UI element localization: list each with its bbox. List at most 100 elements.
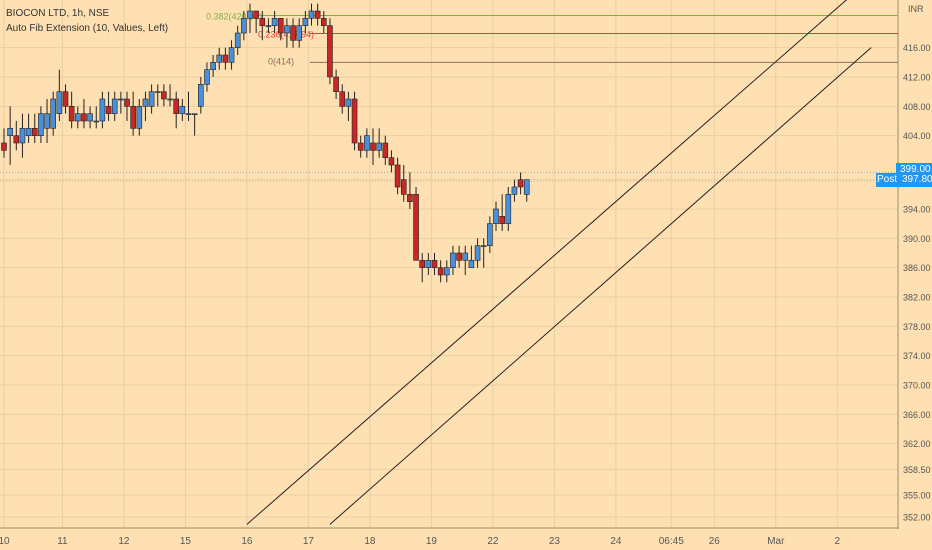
- candle-up: [523, 179, 530, 195]
- candle-up: [376, 142, 382, 151]
- price-tick-label: 352.00: [903, 513, 931, 523]
- candle-down: [31, 128, 38, 136]
- candle-down: [13, 135, 20, 144]
- candle-down: [382, 142, 389, 158]
- candle-up: [345, 98, 352, 107]
- candle-down: [161, 91, 167, 100]
- candle-up: [179, 106, 186, 114]
- candle-up: [265, 25, 272, 27]
- candle-up: [93, 120, 100, 123]
- candle-up: [364, 135, 370, 151]
- candle-up: [198, 84, 204, 107]
- candle-up: [118, 98, 124, 101]
- time-tick-label: 19: [426, 536, 438, 547]
- candle-down: [413, 194, 419, 261]
- candle-up: [25, 128, 32, 136]
- price-tick-label: 386.00: [903, 263, 931, 273]
- candle-down: [370, 142, 376, 151]
- candle-up: [7, 128, 13, 136]
- time-tick-label: 06:45: [659, 536, 684, 547]
- candle-up: [296, 25, 303, 41]
- candle-down: [124, 98, 130, 107]
- candle-up: [271, 18, 278, 26]
- candle-up: [480, 245, 487, 247]
- candle-down: [407, 194, 413, 202]
- candle-down: [68, 106, 75, 122]
- candle-up: [308, 10, 315, 19]
- candle-up: [216, 54, 223, 63]
- candle-down: [253, 10, 259, 19]
- candle-down: [437, 267, 444, 276]
- candle-down: [1, 142, 7, 151]
- candle-up: [87, 113, 93, 122]
- chart-legend: BIOCON LTD, 1h, NSE Auto Fib Extension (…: [6, 6, 168, 36]
- candle-up: [154, 91, 161, 93]
- candle-up: [204, 69, 210, 85]
- candle-up: [443, 267, 450, 276]
- channel-trendline: [246, 0, 848, 525]
- candle-up: [247, 10, 253, 19]
- candle-up: [50, 98, 57, 129]
- candle-up: [425, 260, 432, 268]
- candle-up: [284, 25, 290, 34]
- candle-up: [111, 98, 118, 114]
- candle-up: [210, 62, 216, 70]
- price-tick-label: 374.00: [903, 351, 931, 361]
- candle-up: [136, 106, 143, 129]
- candle-down: [339, 91, 346, 107]
- candle-up: [487, 223, 493, 246]
- candle-up: [142, 98, 149, 107]
- fib-level-label: 0(414): [268, 56, 294, 66]
- candle-up: [167, 98, 173, 101]
- channel-trendline: [329, 47, 872, 525]
- candle-up: [75, 113, 81, 122]
- time-tick-label: 16: [241, 536, 253, 547]
- candle-down: [277, 18, 284, 34]
- price-tick-label: 362.00: [903, 439, 931, 449]
- post-label-badge: Post: [876, 173, 898, 187]
- price-tick-label: 355.00: [903, 491, 931, 501]
- time-tick-label: 12: [118, 536, 130, 547]
- candle-down: [222, 54, 229, 63]
- time-tick-label: Mar: [767, 536, 785, 547]
- candle-up: [99, 98, 106, 122]
- candle-up: [474, 245, 481, 261]
- candle-down: [388, 157, 395, 166]
- price-tick-label: 390.00: [903, 234, 931, 244]
- price-tick-label: 382.00: [903, 293, 931, 303]
- candle-up: [302, 18, 309, 26]
- candle-down: [314, 10, 321, 19]
- time-axis-panel: [0, 529, 932, 550]
- time-tick-label: 10: [0, 536, 10, 547]
- candle-up: [148, 91, 155, 107]
- time-tick-label: 26: [709, 536, 721, 547]
- symbol-title[interactable]: BIOCON LTD, 1h, NSE: [6, 8, 110, 19]
- time-tick-label: 23: [549, 536, 561, 547]
- candle-down: [130, 106, 136, 129]
- candle-up: [191, 113, 198, 115]
- candle-down: [320, 18, 327, 26]
- candle-down: [105, 106, 112, 114]
- time-tick-label: 24: [610, 536, 622, 547]
- indicator-title[interactable]: Auto Fib Extension (10, Values, Left): [6, 23, 169, 34]
- candle-down: [400, 179, 407, 195]
- candle-down: [81, 113, 87, 122]
- candle-down: [499, 216, 505, 224]
- candle-down: [351, 98, 358, 144]
- price-tick-label: 412.00: [903, 73, 931, 83]
- candle-down: [517, 179, 524, 188]
- candle-down: [327, 25, 333, 78]
- price-axis-panel: [899, 0, 932, 550]
- time-tick-label: 17: [303, 536, 315, 547]
- fib-level-label: 0.236(417.94): [258, 29, 314, 39]
- price-tick-label: 394.00: [903, 205, 931, 215]
- currency-label: INR: [908, 4, 924, 14]
- price-tick-label: 370.00: [903, 381, 931, 391]
- time-tick-label: 15: [180, 536, 192, 547]
- price-tick-label: 358.50: [903, 465, 931, 475]
- price-tick-label: 408.00: [903, 102, 931, 112]
- candle-down: [259, 18, 266, 26]
